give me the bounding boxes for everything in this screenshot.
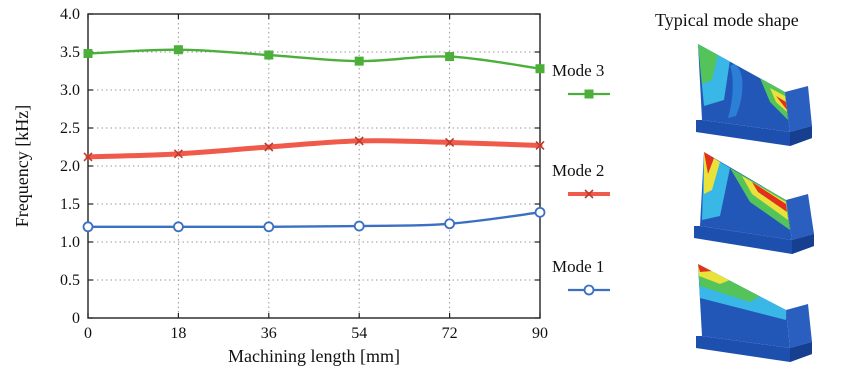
mode-shape-1-icon: [696, 264, 812, 362]
data-point: [535, 140, 545, 151]
data-point: [173, 149, 183, 159]
y-tick-label: 1.5: [60, 196, 80, 213]
mode-shape-2-icon: [694, 152, 814, 254]
y-tick-label: 1.0: [60, 234, 80, 251]
mode-shape-panel-title: Typical mode shape: [655, 10, 799, 30]
y-tick-label: 3.0: [60, 82, 80, 99]
data-point: [535, 64, 545, 74]
data-point: [82, 221, 94, 233]
x-tick-label: 18: [170, 325, 186, 342]
data-point: [172, 221, 184, 233]
y-tick-label: 3.5: [60, 44, 80, 61]
data-point: [83, 49, 93, 59]
data-point: [173, 45, 183, 55]
series-line-mode-3: [86, 48, 542, 70]
data-point: [354, 136, 364, 146]
data-point: [444, 218, 456, 230]
data-point: [263, 221, 275, 233]
data-point: [83, 152, 93, 162]
mode-shape-3-icon: [696, 44, 812, 146]
series-line-mode-2: [85, 138, 543, 160]
grid: [88, 14, 540, 318]
data-point: [264, 50, 274, 60]
y-tick-label: 0: [72, 310, 80, 327]
data-point: [534, 206, 546, 218]
legend-label: Mode 1: [552, 257, 604, 276]
y-axis-title: Frequency [kHz]: [12, 105, 32, 227]
data-point: [264, 142, 274, 152]
series-layer: [82, 45, 546, 233]
y-tick-label: 0.5: [60, 272, 80, 289]
x-tick-label: 90: [532, 325, 548, 342]
x-tick-label: 54: [351, 325, 367, 342]
x-axis-title: Machining length [mm]: [228, 346, 400, 366]
legend-label: Mode 3: [552, 61, 604, 80]
legend-marker: [583, 284, 595, 296]
y-tick-label: 4.0: [60, 6, 80, 23]
axis-ticks: 0 0.5 1.0 1.5 2.0 2.5 3.0 3.5 4.0 0 18 36 54 72 90: [60, 6, 548, 342]
legend: Mode 3 Mode 2 Mode 1: [552, 61, 610, 296]
legend-label: Mode 2: [552, 161, 604, 180]
data-point: [354, 56, 364, 66]
y-tick-label: 2.0: [60, 158, 80, 175]
y-tick-label: 2.5: [60, 120, 80, 137]
data-point: [353, 220, 365, 232]
legend-marker: [584, 189, 594, 199]
x-tick-label: 36: [261, 325, 277, 342]
x-tick-label: 0: [84, 325, 92, 342]
legend-marker: [584, 89, 594, 99]
frequency-chart: 0 0.5 1.0 1.5 2.0 2.5 3.0 3.5 4.0 0 18 36 54 72 90 Mod…: [12, 6, 610, 366]
x-tick-label: 72: [442, 325, 458, 342]
data-point: [445, 137, 455, 148]
series-line-mode-1: [86, 211, 542, 229]
data-point: [445, 52, 455, 62]
